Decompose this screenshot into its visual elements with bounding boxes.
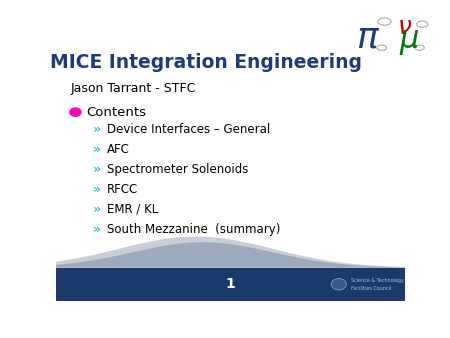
Text: Contents: Contents [86,106,146,119]
Text: »: » [92,123,100,136]
Text: $\nu$: $\nu$ [397,15,412,39]
Text: AFC: AFC [107,143,130,155]
Text: Spectrometer Solenoids: Spectrometer Solenoids [107,163,248,176]
Text: $\mu$: $\mu$ [399,28,419,57]
Text: Science & Technology: Science & Technology [351,278,404,283]
Circle shape [331,279,346,290]
Text: »: » [92,163,100,176]
Text: RFCC: RFCC [107,183,138,196]
Text: »: » [92,143,100,155]
Text: MICE Integration Engineering: MICE Integration Engineering [50,53,362,72]
Text: Jason Tarrant - STFC: Jason Tarrant - STFC [70,82,196,95]
Text: EMR / KL: EMR / KL [107,203,158,216]
Polygon shape [56,242,405,268]
FancyBboxPatch shape [56,268,405,301]
Text: $\pi$: $\pi$ [356,20,380,54]
Circle shape [70,108,81,116]
Text: Facilities Council: Facilities Council [351,286,392,291]
Text: Device Interfaces – General: Device Interfaces – General [107,123,270,136]
Text: »: » [92,223,100,236]
Polygon shape [56,237,405,268]
Text: »: » [92,203,100,216]
Text: 1: 1 [226,277,235,291]
Text: South Mezzanine  (summary): South Mezzanine (summary) [107,223,280,236]
Text: »: » [92,183,100,196]
